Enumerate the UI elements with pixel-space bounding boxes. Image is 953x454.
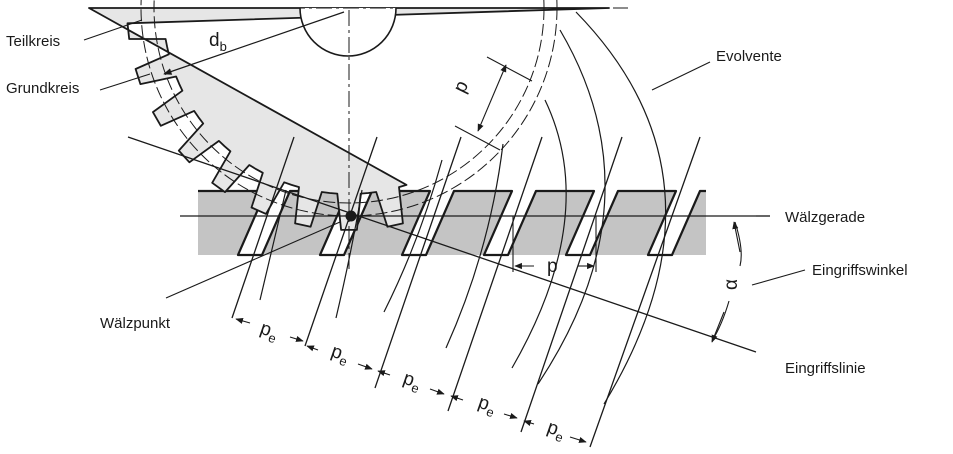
- pitch-circle-pitch-dimension: [454, 56, 533, 151]
- leader-lines: [83, 19, 806, 299]
- symbol-alpha: α: [721, 279, 742, 290]
- symbol-base-diameter: db: [209, 30, 227, 54]
- symbol-base-pitch: pe: [327, 341, 352, 369]
- involute-curves: [259, 11, 667, 405]
- base-circle: [153, 0, 545, 204]
- base-diameter-dimension: [163, 11, 345, 75]
- label-waelzpunkt: Wälzpunkt: [100, 315, 171, 332]
- symbol-base-pitch: pe: [543, 417, 568, 445]
- line-of-action: [127, 136, 757, 353]
- label-grundkreis: Grundkreis: [6, 80, 79, 97]
- base-pitch-arrows: [235, 317, 587, 443]
- rack-pitch-dimension: [512, 216, 597, 272]
- label-eingriffswinkel: Eingriffswinkel: [812, 262, 908, 279]
- symbol-base-pitch: pe: [474, 392, 499, 420]
- pressure-angle-dimension: [711, 221, 742, 343]
- symbol-pitch-circle-p: p: [450, 77, 474, 96]
- label-evolvente: Evolvente: [716, 48, 782, 65]
- gear-body: [88, 7, 610, 231]
- gear-hub: [299, 7, 397, 57]
- label-waelzgerade: Wälzgerade: [785, 209, 865, 226]
- pitch-point: [345, 210, 357, 222]
- base-pitch-labels: pe pe pe pe pe: [256, 318, 568, 445]
- symbol-base-pitch: pe: [256, 318, 281, 346]
- label-eingriffslinie: Eingriffslinie: [785, 360, 866, 377]
- rack: [198, 191, 706, 255]
- gear: [88, 7, 610, 231]
- label-teilkreis: Teilkreis: [6, 33, 60, 50]
- symbol-base-pitch: pe: [399, 368, 424, 396]
- symbol-rack-p: p: [547, 256, 558, 277]
